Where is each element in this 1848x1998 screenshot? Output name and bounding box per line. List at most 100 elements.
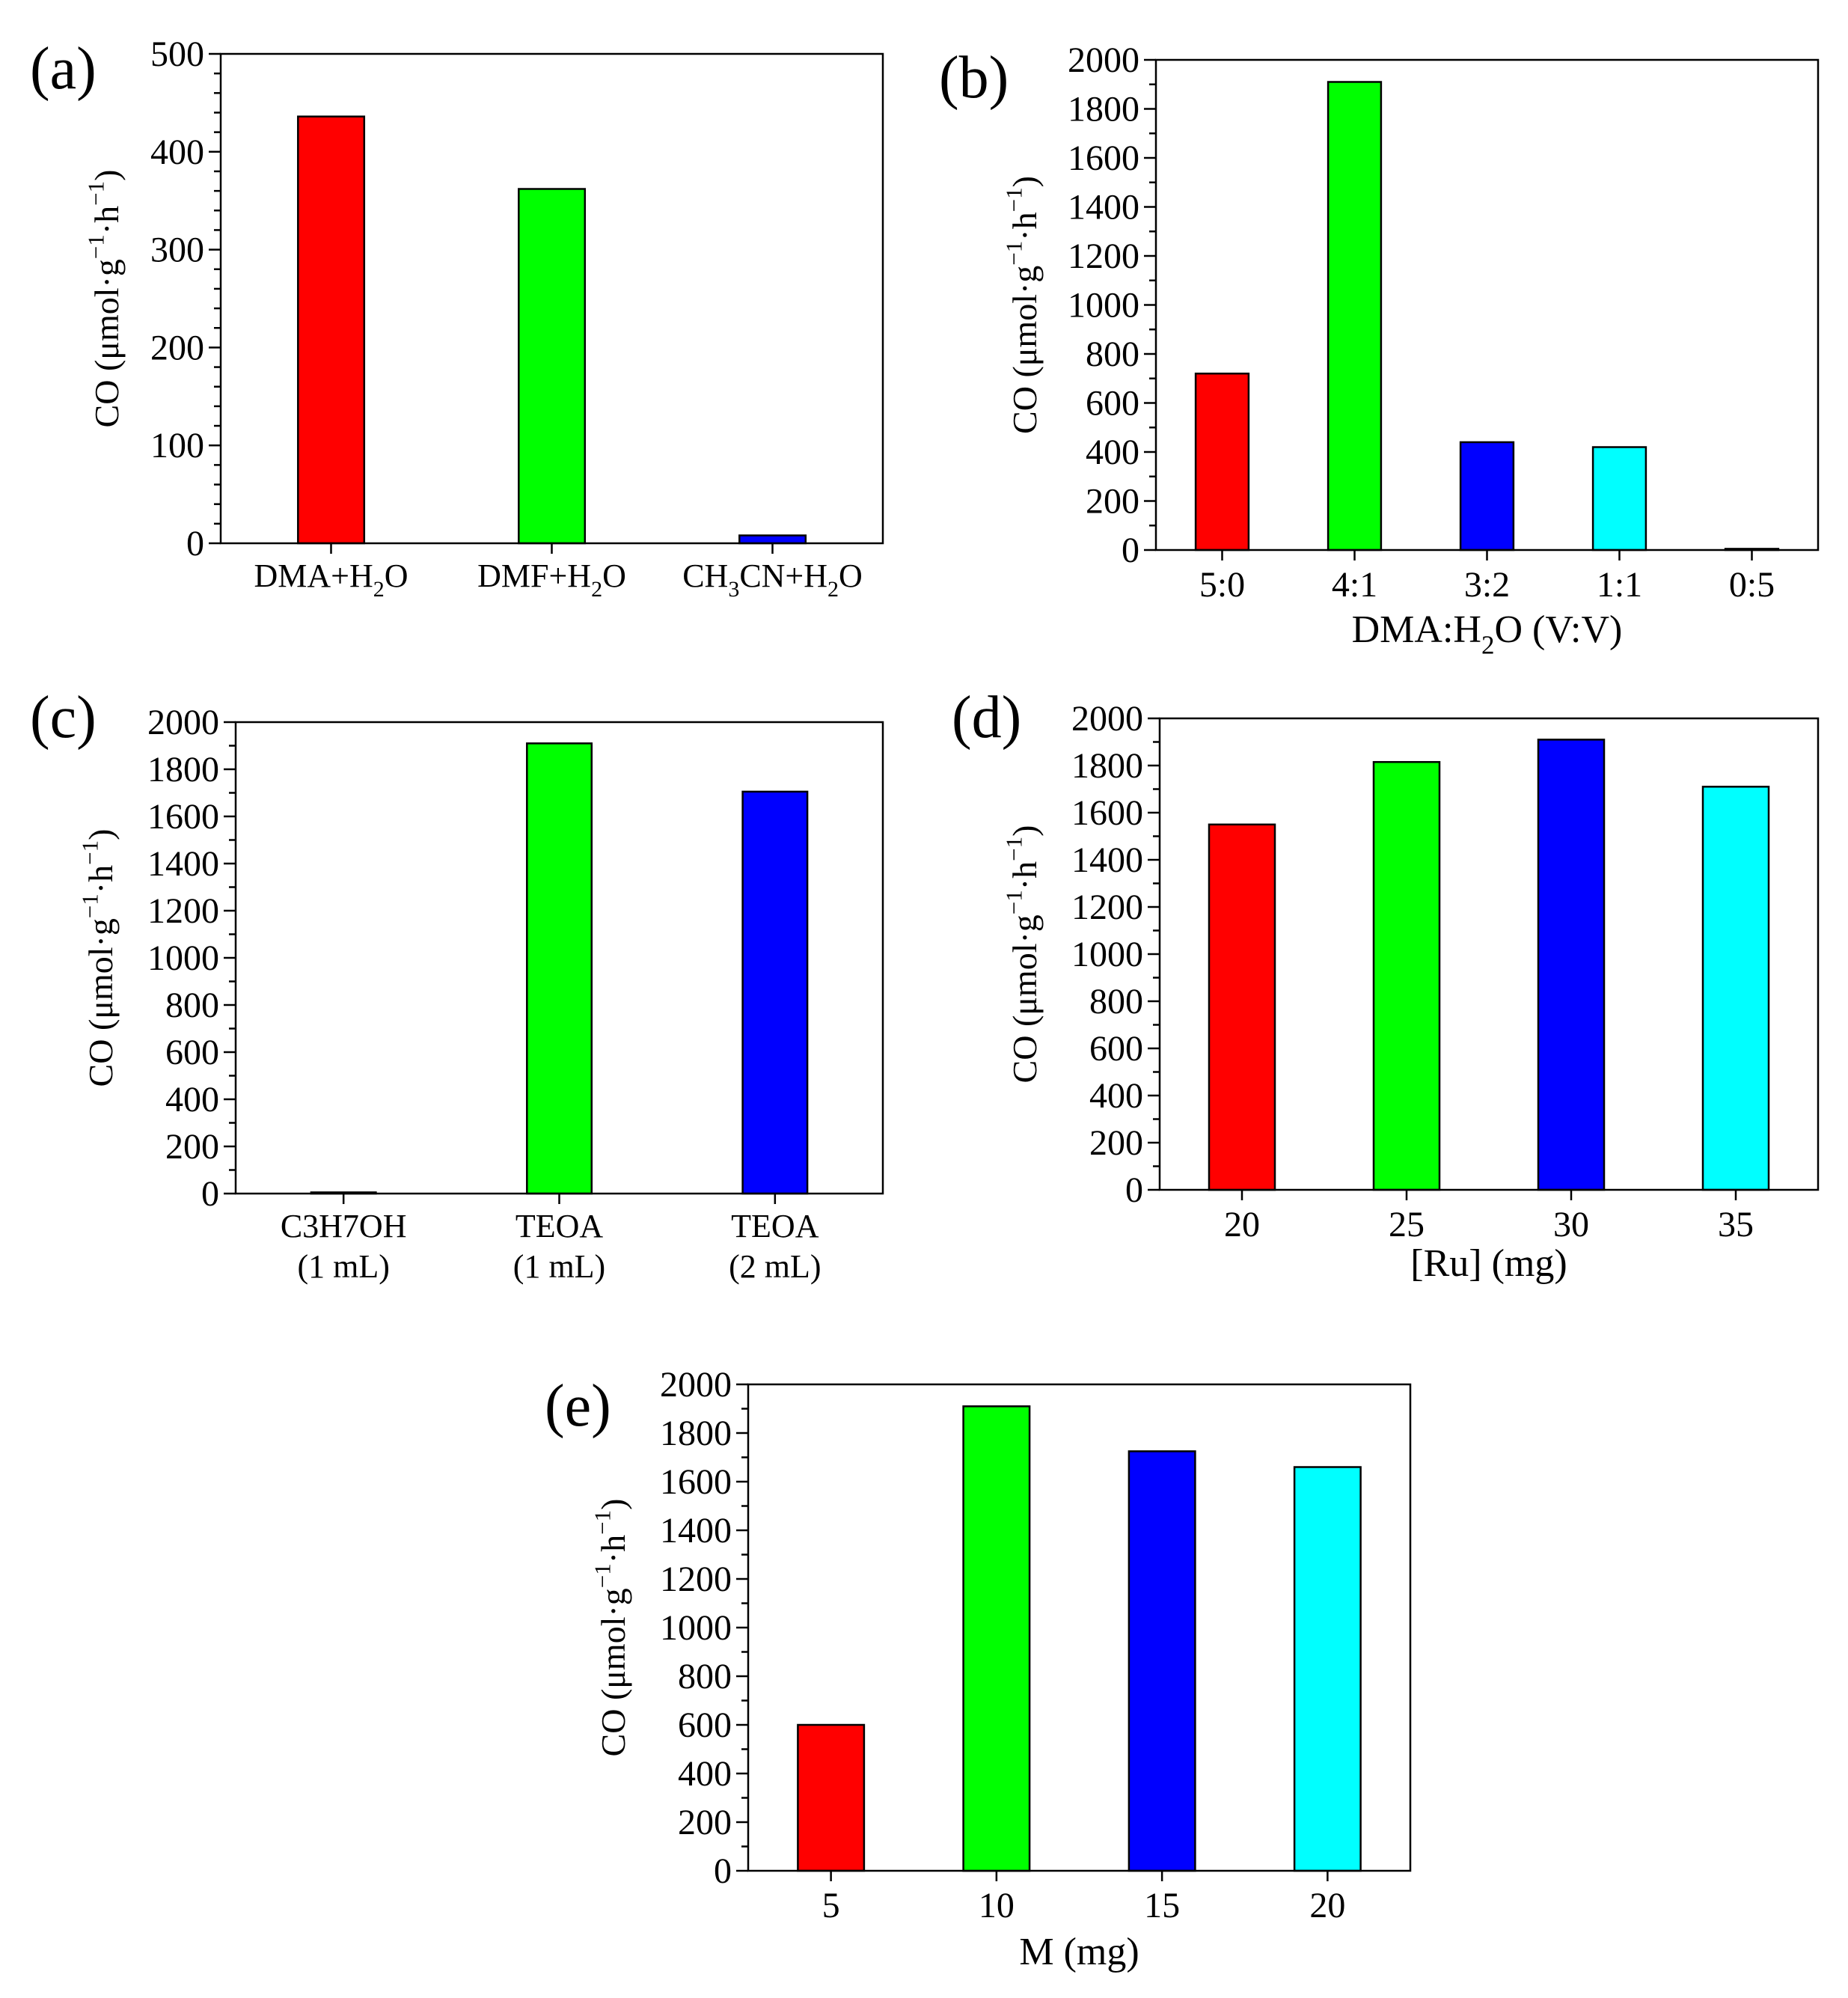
y-tick-label: 1600	[1068, 138, 1139, 178]
y-axis-title: CO (μmol·g−1·h−1)	[1001, 825, 1044, 1084]
y-tick-label: 1000	[660, 1608, 732, 1648]
y-tick-label: 2000	[1071, 699, 1143, 739]
y-axis-title: CO (μmol·g−1·h−1)	[590, 1499, 632, 1757]
bar	[297, 115, 366, 545]
x-category-label: 5:0	[1199, 565, 1245, 605]
panel-label: (b)	[939, 45, 1009, 111]
y-tick-label: 500	[150, 34, 204, 74]
panel-label: (c)	[30, 685, 97, 751]
bar	[1537, 739, 1606, 1191]
panel-label: (e)	[545, 1373, 611, 1439]
y-tick-label: 1600	[660, 1462, 732, 1502]
x-category-label: TEOA	[731, 1208, 819, 1244]
y-tick-label: 400	[150, 132, 204, 172]
y-axis-title: CO (μmol·g−1·h−1)	[1001, 176, 1044, 434]
y-tick-label: 200	[678, 1803, 732, 1842]
y-tick-label: 200	[1089, 1123, 1143, 1163]
bar	[1208, 823, 1276, 1191]
y-axis-title: CO (μmol·g−1·h−1)	[83, 170, 126, 428]
y-tick-label: 400	[1086, 433, 1139, 472]
y-tick-label: 200	[1086, 482, 1139, 522]
y-tick-label: 2000	[660, 1365, 732, 1405]
x-category-label: 5	[822, 1886, 840, 1925]
x-axis-title: M (mg)	[1019, 1931, 1139, 1973]
bar	[1194, 372, 1250, 552]
y-tick-label: 1200	[660, 1559, 732, 1599]
y-tick-label: 1000	[1068, 286, 1139, 326]
y-tick-label: 2000	[1068, 40, 1139, 80]
bar	[1128, 1450, 1196, 1872]
y-tick-label: 1400	[147, 844, 219, 884]
bar	[741, 790, 809, 1195]
y-tick-label: 600	[1089, 1029, 1143, 1069]
bar	[962, 1405, 1031, 1872]
y-tick-label: 400	[1089, 1076, 1143, 1116]
y-tick-label: 1000	[147, 938, 219, 978]
chart-panel-a: (a) 0 100 200 300 400 500 DMA+H2O DMF+H2O CH3CN+H…	[30, 34, 884, 602]
y-tick-label: 800	[1089, 982, 1143, 1021]
chart-panel-b: (b) 0 200 400 600 800 1000 1200 1400 1600 1800 2000…	[939, 40, 1820, 660]
y-tick-label: 400	[678, 1754, 732, 1794]
bar	[526, 742, 593, 1195]
y-axis-title: CO (μmol·g−1·h−1)	[77, 829, 120, 1087]
x-category-label: 15	[1144, 1886, 1180, 1925]
y-tick-label: 1800	[1068, 90, 1139, 129]
panel-label: (d)	[952, 685, 1021, 751]
y-tick-label: 1800	[660, 1414, 732, 1453]
bar	[518, 188, 587, 545]
y-tick-label: 1400	[1068, 188, 1139, 227]
chart-panel-e: (e) 0 200 400 600 800 1000 1200 1400 1600 1800 2000…	[545, 1365, 1412, 1973]
x-category-label: DMF+H2O	[477, 557, 626, 602]
y-tick-label: 600	[678, 1705, 732, 1745]
y-tick-label: 1200	[1068, 236, 1139, 276]
y-tick-label: 1800	[1071, 746, 1143, 786]
y-tick-label: 1400	[660, 1511, 732, 1551]
x-category-sublabel: (1 mL)	[513, 1248, 605, 1285]
x-category-label: 30	[1553, 1205, 1589, 1244]
y-tick-label: 100	[150, 426, 204, 465]
bar	[1372, 761, 1441, 1191]
x-category-sublabel: (2 mL)	[729, 1248, 821, 1285]
y-tick-label: 1600	[147, 797, 219, 837]
bar	[1327, 81, 1383, 552]
y-tick-label: 1800	[147, 750, 219, 789]
y-tick-label: 0	[714, 1851, 732, 1891]
y-tick-label: 2000	[147, 703, 219, 742]
bar	[797, 1723, 866, 1872]
x-category-label: 10	[979, 1886, 1015, 1925]
x-category-label: 4:1	[1332, 565, 1377, 605]
bar	[1591, 446, 1647, 552]
y-tick-label: 1000	[1071, 935, 1143, 974]
y-tick-label: 0	[1125, 1170, 1143, 1210]
x-category-label: C3H7OH	[281, 1208, 407, 1244]
x-category-label: 1:1	[1597, 565, 1642, 605]
x-category-sublabel: (1 mL)	[297, 1248, 389, 1285]
y-tick-label: 200	[165, 1127, 219, 1167]
y-tick-label: 1400	[1071, 840, 1143, 880]
y-tick-label: 0	[186, 524, 204, 563]
y-tick-label: 0	[201, 1174, 219, 1214]
x-axis-title: [Ru] (mg)	[1410, 1242, 1567, 1285]
y-tick-label: 800	[165, 986, 219, 1025]
x-category-label: 20	[1309, 1886, 1345, 1925]
y-tick-label: 200	[150, 328, 204, 367]
y-tick-label: 600	[165, 1033, 219, 1072]
bar	[1293, 1466, 1362, 1872]
y-tick-label: 1200	[1071, 888, 1143, 927]
y-tick-label: 300	[150, 230, 204, 270]
x-category-label: 25	[1389, 1205, 1425, 1244]
y-tick-label: 1200	[147, 891, 219, 931]
x-category-label: CH3CN+H2O	[682, 557, 863, 602]
y-tick-label: 1600	[1071, 793, 1143, 833]
bar	[1701, 786, 1770, 1191]
x-category-label: DMA+H2O	[254, 557, 408, 602]
bar	[1459, 441, 1515, 552]
y-tick-label: 800	[678, 1657, 732, 1696]
panel-label: (a)	[30, 36, 97, 102]
chart-panel-d: (d) 0 200 400 600 800 1000 1200 1400 1600 1800 2000…	[952, 685, 1820, 1285]
y-tick-label: 0	[1122, 531, 1139, 570]
x-category-label: 20	[1224, 1205, 1260, 1244]
x-category-label: TEOA	[515, 1208, 604, 1244]
x-category-label: 0:5	[1729, 565, 1775, 605]
